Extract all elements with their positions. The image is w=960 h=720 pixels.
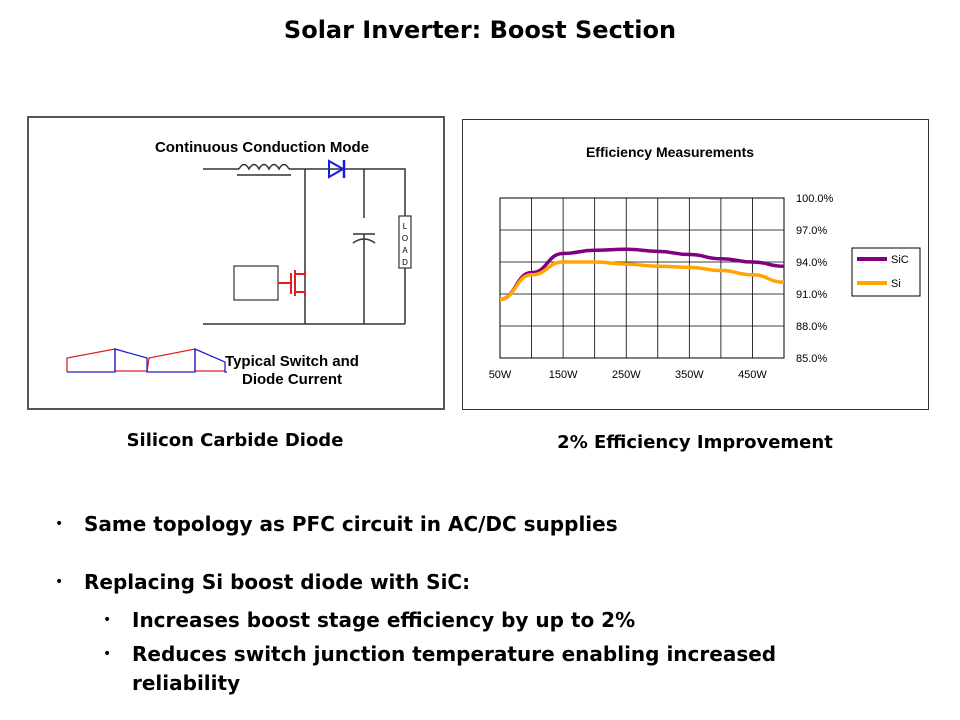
y-tick-label: 97.0% bbox=[796, 225, 827, 237]
caption-silicon-carbide-diode: Silicon Carbide Diode bbox=[126, 430, 344, 451]
circuit-diagram-panel: Continuous Conduction Mode bbox=[27, 116, 445, 410]
load-letter: L bbox=[403, 222, 408, 231]
y-tick-label: 94.0% bbox=[796, 257, 827, 269]
efficiency-chart-panel: Efficiency Measurements 100.0% 97.0% 94.0%… bbox=[462, 119, 929, 410]
boost-circuit-diagram: Continuous Conduction Mode bbox=[66, 139, 412, 388]
y-tick-label: 100.0% bbox=[796, 193, 834, 205]
gate-driver-box bbox=[233, 265, 279, 301]
circuit-heading: Continuous Conduction Mode bbox=[155, 139, 369, 156]
sub-bullet-temperature-line2: reliability bbox=[132, 671, 241, 695]
x-tick-label: 350W bbox=[675, 369, 704, 381]
series-line-si bbox=[499, 260, 785, 302]
plot-frame bbox=[499, 197, 785, 359]
load-letter: O bbox=[402, 234, 408, 243]
bullet-item-topology: Same topology as PFC circuit in AC/DC su… bbox=[84, 512, 618, 536]
chart-title: Efficiency Measurements bbox=[586, 144, 754, 160]
inductor-symbol bbox=[237, 163, 291, 176]
y-tick-label: 85.0% bbox=[796, 353, 827, 365]
current-waveforms bbox=[66, 348, 227, 373]
x-axis-ticks: 50W 150W 250W 350W 450W bbox=[489, 369, 768, 381]
plot-area bbox=[499, 197, 785, 359]
series-line-sic bbox=[499, 247, 785, 302]
x-tick-label: 250W bbox=[612, 369, 641, 381]
bullet-dot: • bbox=[55, 574, 64, 590]
x-tick-label: 450W bbox=[738, 369, 767, 381]
legend-label-si: Si bbox=[891, 278, 901, 290]
capacitor-symbol bbox=[352, 218, 376, 244]
load-letter: D bbox=[402, 258, 408, 267]
load-resistor: L O A D bbox=[398, 215, 412, 269]
series-lines bbox=[499, 247, 785, 302]
bullet-dot: • bbox=[55, 516, 64, 532]
legend-label-sic: SiC bbox=[891, 254, 909, 266]
diode-symbol bbox=[328, 159, 346, 179]
sub-bullet-dot: • bbox=[103, 612, 112, 628]
x-tick-label: 150W bbox=[549, 369, 578, 381]
efficiency-chart: Efficiency Measurements 100.0% 97.0% 94.0%… bbox=[489, 144, 921, 381]
sub-bullet-dot: • bbox=[103, 646, 112, 662]
waveform-caption-line1: Typical Switch and bbox=[225, 353, 359, 370]
waveform-caption-line2: Diode Current bbox=[242, 371, 342, 388]
circuit-wires bbox=[203, 168, 406, 325]
caption-efficiency-improvement: 2% Efficiency Improvement bbox=[557, 432, 833, 453]
load-letter: A bbox=[402, 246, 408, 255]
y-tick-label: 91.0% bbox=[796, 289, 827, 301]
chart-legend: SiC Si bbox=[851, 247, 921, 297]
slide-title: Solar Inverter: Boost Section bbox=[283, 16, 677, 44]
sub-bullet-efficiency: Increases boost stage efficiency by up t… bbox=[132, 608, 636, 632]
y-axis-ticks: 100.0% 97.0% 94.0% 91.0% 88.0% 85.0% bbox=[796, 193, 834, 365]
bullet-item-replacing: Replacing Si boost diode with SiC: bbox=[84, 570, 471, 594]
mosfet-switch-symbol bbox=[278, 270, 306, 296]
x-tick-label: 50W bbox=[489, 369, 512, 381]
y-tick-label: 88.0% bbox=[796, 321, 827, 333]
sub-bullet-temperature-line1: Reduces switch junction temperature enab… bbox=[132, 642, 777, 666]
